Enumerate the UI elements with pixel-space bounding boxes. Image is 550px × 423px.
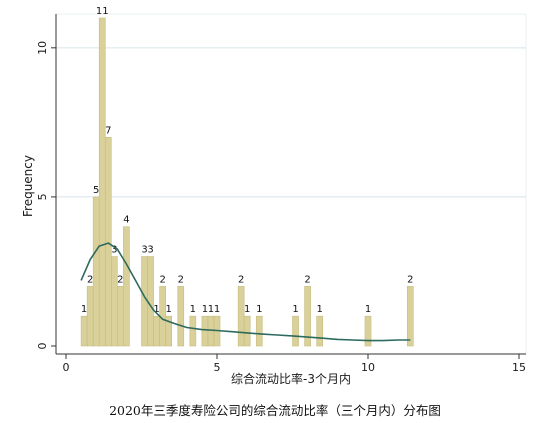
bar-count-label-2: 5 [93, 185, 99, 196]
density-curve [80, 242, 411, 342]
histogram-bar-14 [177, 286, 185, 347]
bar-count-label-12: 2 [159, 274, 165, 285]
bar-count-label-25: 1 [365, 304, 371, 315]
x-axis-title: 综合流动比率-3个月内 [231, 371, 351, 386]
x-tick-label-5: 5 [214, 361, 221, 374]
histogram-bar-22 [292, 315, 299, 347]
histogram-bar-5 [111, 256, 118, 347]
histogram-bar-7 [123, 226, 130, 347]
bar-count-label-4: 7 [105, 125, 111, 136]
bar-count-label-21: 1 [256, 304, 262, 315]
bar-count-label-11: 1 [153, 304, 159, 315]
histogram-bar-24 [316, 315, 324, 347]
histogram-bar-17 [207, 315, 215, 347]
bar-count-label-14: 2 [178, 274, 184, 285]
histogram-bar-26 [406, 286, 414, 347]
bar-count-label-5: 3 [111, 245, 117, 256]
bar-count-label-26: 2 [407, 274, 413, 285]
bar-count-label-13: 1 [165, 304, 171, 315]
y-axis-title: Frequency [21, 155, 35, 217]
bar-count-label-19: 2 [238, 274, 244, 285]
histogram-bar-13 [165, 315, 173, 347]
bar-count-label-6: 2 [117, 274, 123, 285]
bar-count-label-0: 1 [81, 304, 87, 315]
y-tick-label-10: 10 [36, 41, 49, 55]
histogram-bar-23 [304, 286, 311, 347]
histogram-bar-25 [364, 315, 372, 347]
histogram-bar-11 [153, 315, 160, 347]
plot-frame [55, 13, 527, 355]
bar-count-label-20: 1 [244, 304, 250, 315]
bar-count-label-24: 1 [316, 304, 322, 315]
bar-count-label-22: 1 [292, 304, 298, 315]
histogram-bar-4 [104, 136, 112, 347]
bar-count-label-18: 1 [214, 304, 220, 315]
bar-count-label-3: 11 [96, 6, 109, 17]
bar-count-label-23: 2 [304, 274, 310, 285]
histogram-bar-20 [243, 315, 251, 347]
bar-count-label-17: 1 [208, 304, 214, 315]
histogram-bar-16 [201, 315, 209, 347]
histogram-bar-1 [86, 286, 94, 347]
x-tick-label-0: 0 [63, 361, 70, 374]
x-tick-label-10: 10 [361, 361, 375, 374]
x-tick-label-15: 15 [512, 361, 526, 374]
y-tick-label-5: 5 [36, 193, 49, 200]
histogram-bar-6 [117, 286, 124, 347]
bar-count-label-15: 1 [190, 304, 196, 315]
y-tick-label-0: 0 [36, 343, 49, 350]
figure-caption: 2020年三季度寿险公司的综合流动比率（三个月内）分布图 [109, 403, 441, 418]
bar-count-label-1: 2 [87, 274, 93, 285]
bar-count-label-7: 4 [123, 215, 129, 226]
bar-count-label-9: 3 [141, 245, 147, 256]
histogram-bar-2 [92, 196, 100, 347]
density-curve-layer [80, 242, 411, 342]
histogram-bar-19 [237, 286, 245, 347]
bar-count-label-10: 3 [147, 245, 153, 256]
bar-count-label-16: 1 [202, 304, 208, 315]
histogram-bar-3 [98, 17, 106, 347]
histogram-bar-0 [80, 315, 88, 347]
histogram-bar-15 [189, 315, 197, 347]
grid-layer [55, 13, 527, 355]
histogram-bar-21 [255, 315, 263, 347]
